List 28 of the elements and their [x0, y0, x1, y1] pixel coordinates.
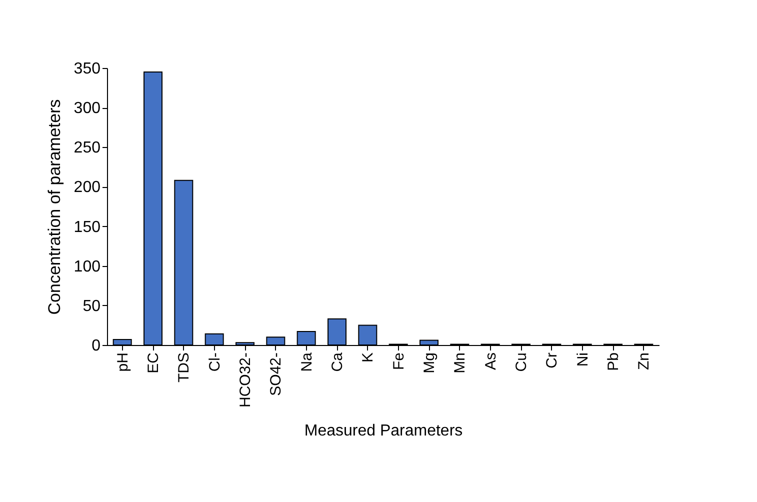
x-tick-label: Pb: [605, 352, 622, 371]
y-tick-label: 350: [74, 60, 101, 78]
y-tick-label: 250: [74, 140, 101, 157]
y-tick-label: 300: [74, 100, 101, 118]
x-tick-label: Cl-: [206, 352, 224, 372]
x-tick-label: TDS: [176, 352, 193, 382]
x-tick-label: Fe: [390, 352, 408, 370]
y-tick-label: 50: [82, 298, 101, 315]
y-tick-label: 150: [74, 218, 101, 236]
x-axis-title: Measured Parameters: [304, 422, 463, 440]
x-tick-label: Ca: [329, 352, 346, 372]
x-tick-label: HCO32-: [237, 352, 254, 408]
x-tick-label: Cu: [513, 352, 530, 372]
x-tick-label: pH: [114, 352, 132, 372]
y-tick-label: 200: [74, 179, 101, 196]
x-tick-label: EC: [145, 352, 162, 374]
y-tick-label: 100: [74, 258, 101, 276]
x-tick-label: Cr: [544, 352, 561, 368]
x-tick-label: Mg: [421, 352, 438, 374]
x-tick-label: Ni: [574, 352, 592, 367]
x-tick-label: Zn: [636, 352, 653, 370]
x-tick-label: Mn: [452, 352, 469, 374]
x-tick-label: Na: [298, 352, 316, 372]
y-tick-label: 0: [92, 338, 101, 354]
x-tick-label: As: [482, 352, 500, 370]
y-axis-title: Concentration of parameters: [44, 99, 64, 315]
x-tick-label: K: [360, 352, 377, 363]
x-tick-label: SO42-: [268, 352, 285, 396]
